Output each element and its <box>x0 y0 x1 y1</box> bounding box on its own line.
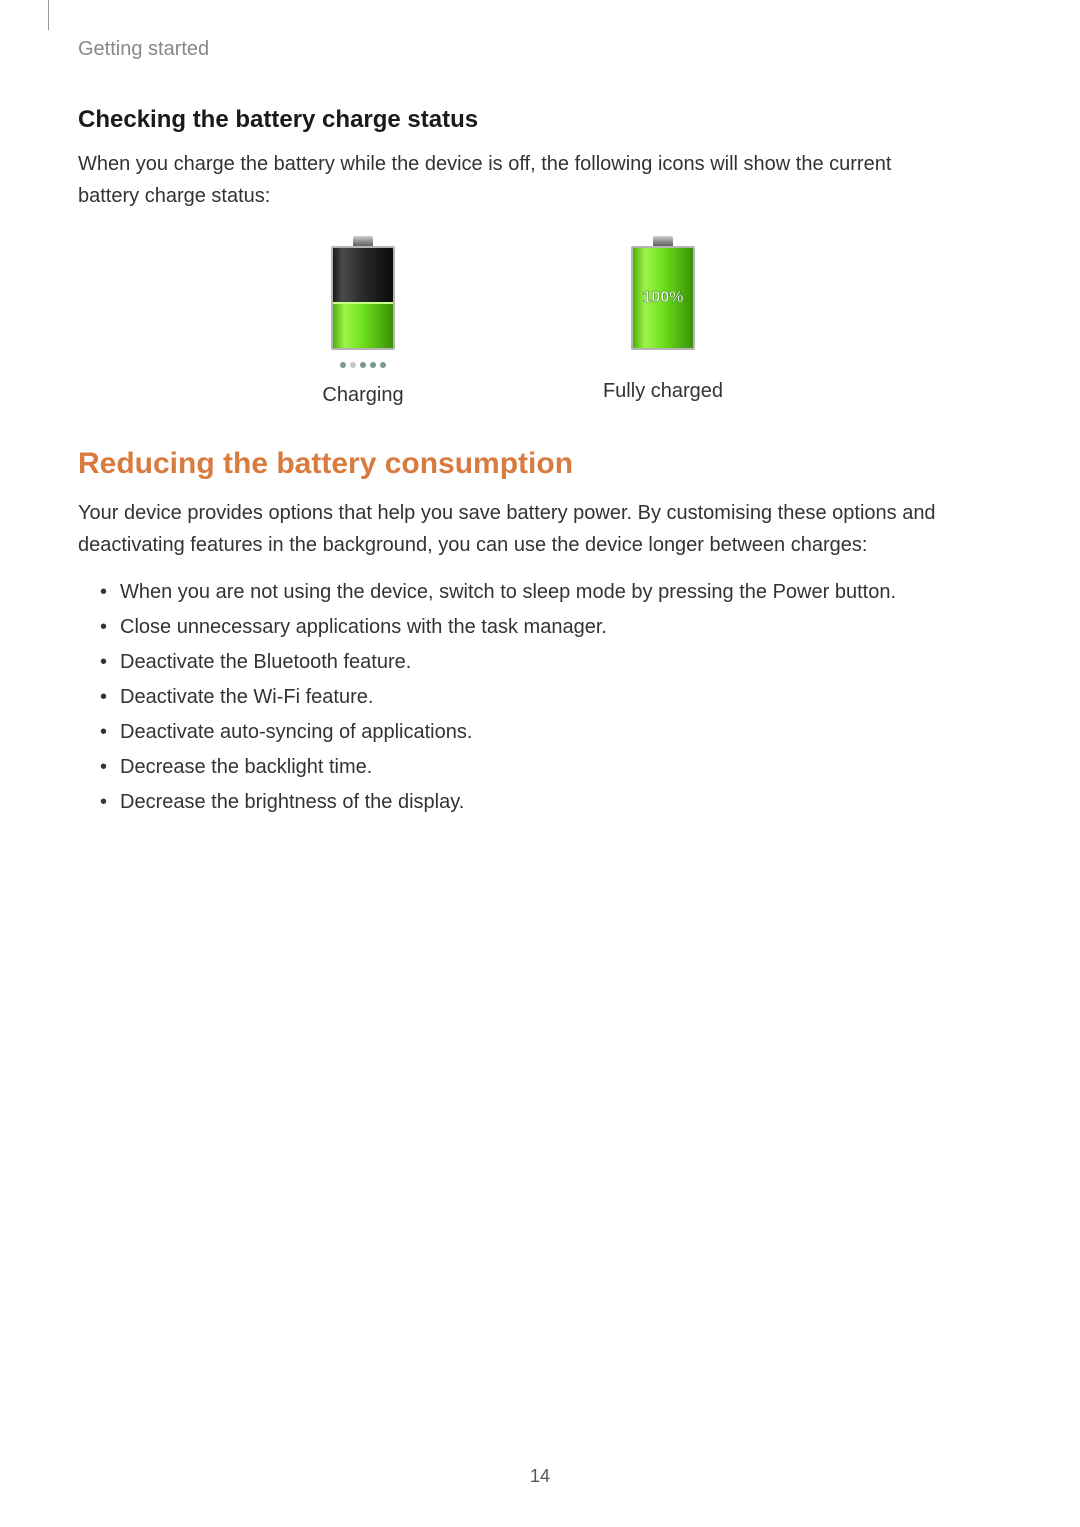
svg-text:100%: 100% <box>643 289 684 306</box>
tip-item: Close unnecessary applications with the … <box>100 610 948 645</box>
tip-item: When you are not using the device, switc… <box>100 575 948 610</box>
intro-text-2: Your device provides options that help y… <box>78 497 948 561</box>
dot-4 <box>370 362 376 368</box>
header-section-label: Getting started <box>78 38 209 61</box>
page-number: 14 <box>0 1466 1080 1487</box>
dot-3 <box>360 362 366 368</box>
battery-full-icon: 100% <box>628 236 698 352</box>
charging-caption: Charging <box>322 384 403 407</box>
tip-item: Decrease the backlight time. <box>100 750 948 785</box>
tips-list: When you are not using the device, switc… <box>78 575 948 820</box>
battery-full-column: 100% Fully charged <box>573 236 753 407</box>
tip-item: Deactivate the Bluetooth feature. <box>100 645 948 680</box>
subheading-battery-status: Checking the battery charge status <box>78 106 948 134</box>
page-content: Checking the battery charge status When … <box>78 106 948 820</box>
section-heading-reducing: Reducing the battery consumption <box>78 447 948 481</box>
dot-2 <box>350 362 356 368</box>
battery-charging-icon <box>328 236 398 352</box>
intro-text-1: When you charge the battery while the de… <box>78 148 948 212</box>
dot-1 <box>340 362 346 368</box>
battery-icons-row: Charging <box>78 236 948 407</box>
tip-item: Deactivate the Wi-Fi feature. <box>100 680 948 715</box>
tip-item: Decrease the brightness of the display. <box>100 785 948 820</box>
dot-5 <box>380 362 386 368</box>
battery-charging-column: Charging <box>273 236 453 407</box>
full-caption: Fully charged <box>603 380 723 403</box>
charging-animation-dots <box>340 362 386 372</box>
tip-item: Deactivate auto-syncing of applications. <box>100 715 948 750</box>
page-margin-mark <box>48 0 49 30</box>
